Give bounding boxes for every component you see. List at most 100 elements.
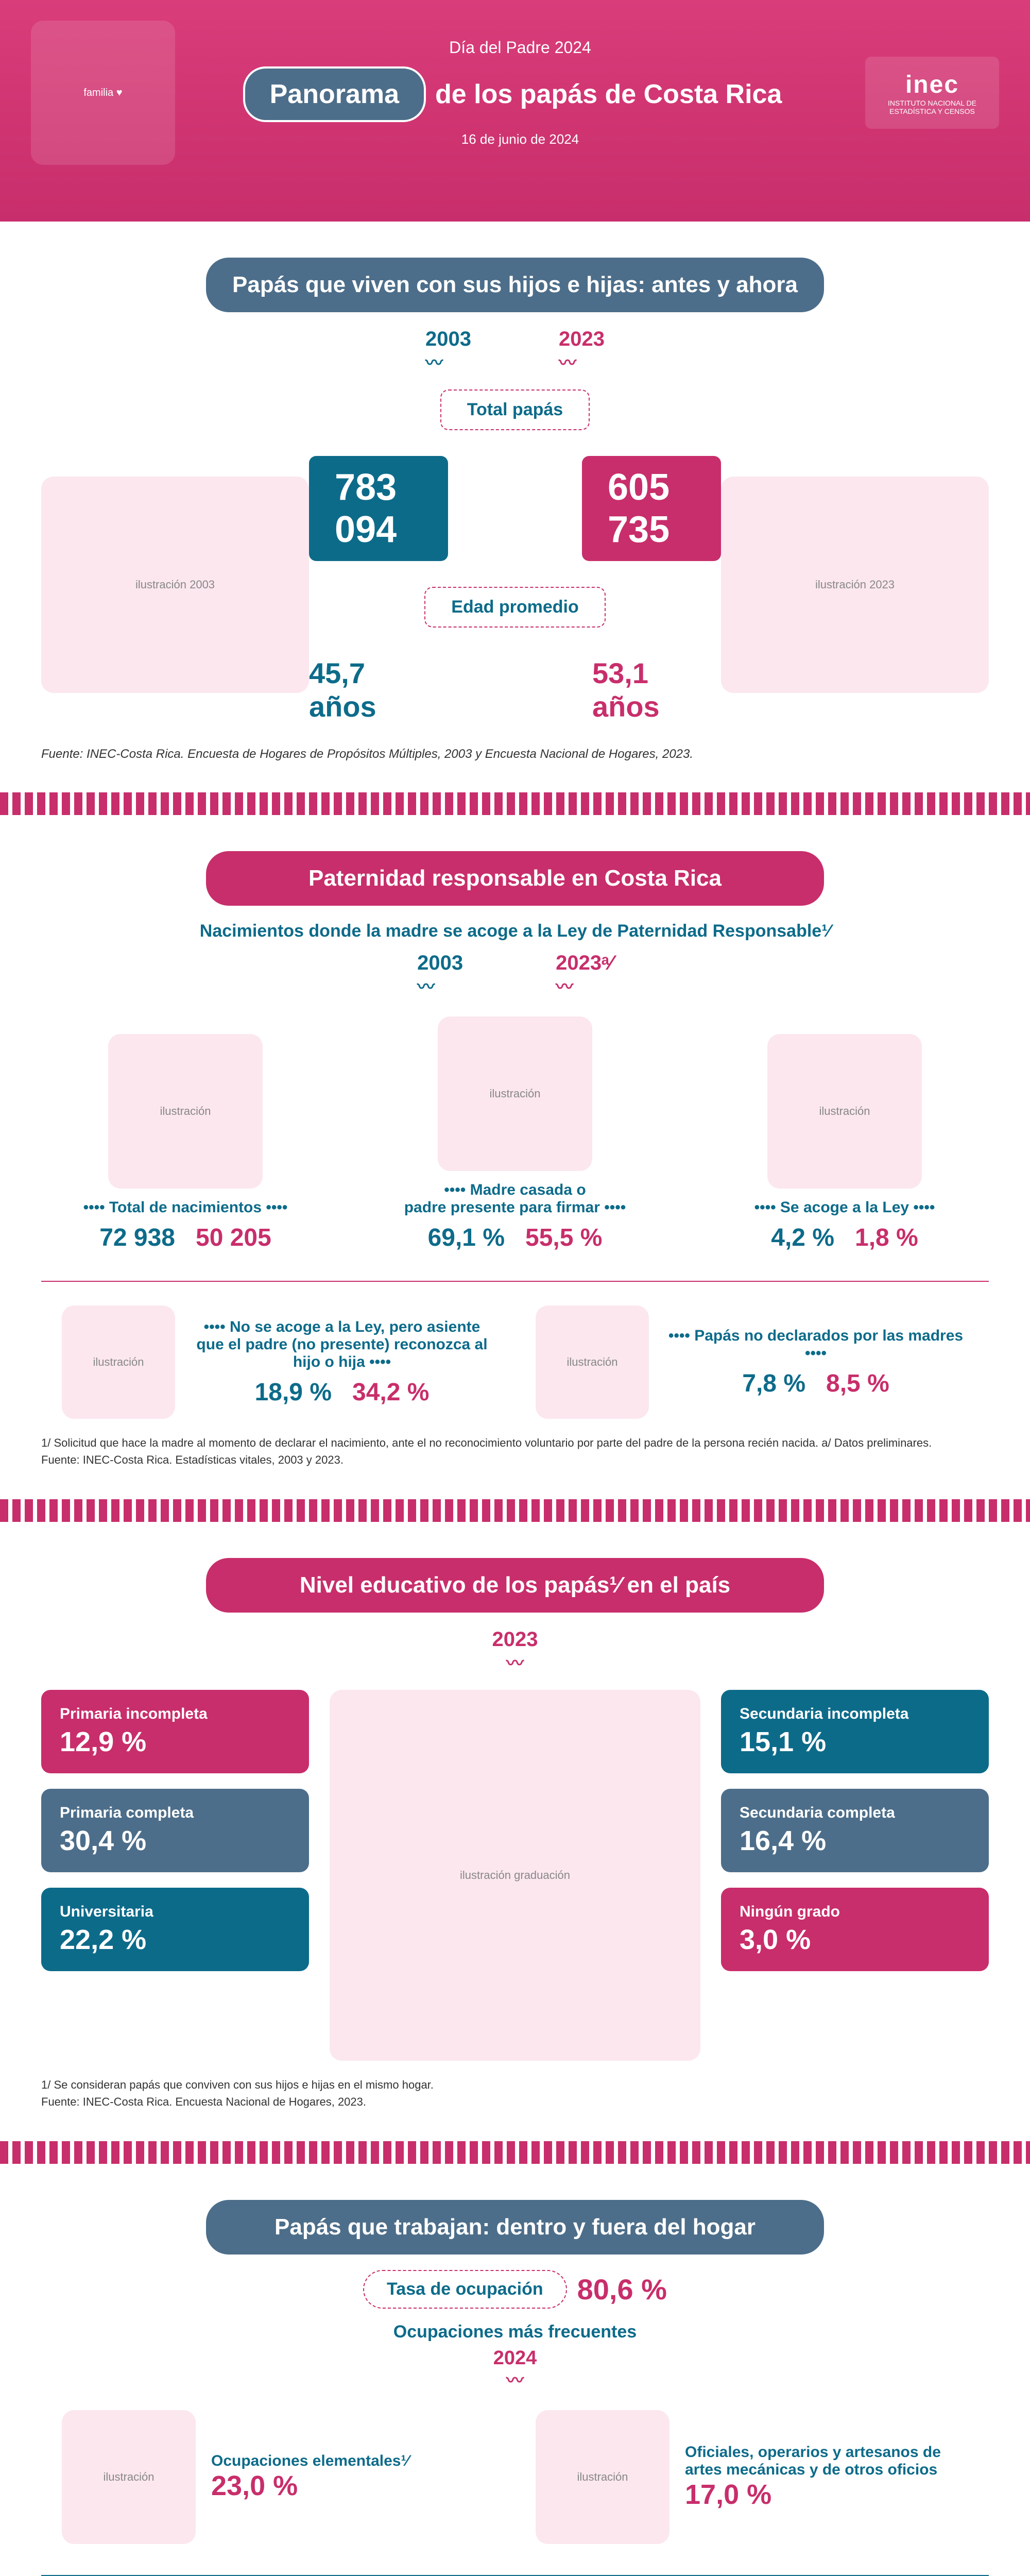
employment-rate-value: 80,6 % bbox=[577, 2273, 667, 2306]
occupation-label: Ocupaciones elementales¹⁄ bbox=[211, 2452, 409, 2470]
sec3-year: 2023 bbox=[492, 1628, 538, 1651]
divider bbox=[0, 1499, 1030, 1522]
header-date: 16 de junio de 2024 bbox=[175, 131, 865, 147]
sec4-year: 2024 bbox=[493, 2347, 537, 2369]
edu-value: 22,2 % bbox=[60, 1924, 290, 1956]
sec3-banner: Nivel educativo de los papás¹⁄ en el paí… bbox=[206, 1558, 824, 1613]
education-card: Universitaria 22,2 % bbox=[41, 1888, 309, 1971]
occupation-illustration: ilustración bbox=[62, 2410, 196, 2544]
sec2-val-new: 1,8 % bbox=[855, 1224, 918, 1252]
edu-value: 12,9 % bbox=[60, 1726, 290, 1758]
edu-label: Ningún grado bbox=[740, 1903, 970, 1921]
infographic: familia ♥ Día del Padre 2024 Panorama de… bbox=[0, 0, 1030, 2576]
edu-label: Secundaria completa bbox=[740, 1804, 970, 1822]
occupation-value: 17,0 % bbox=[685, 2479, 968, 2511]
age-2003: 45,7 años bbox=[309, 656, 438, 723]
mustache-icon: 〰 bbox=[417, 977, 435, 997]
avg-age-label: Edad promedio bbox=[424, 587, 605, 628]
dad-2023-illustration: ilustración 2023 bbox=[721, 477, 989, 693]
mustache-icon: 〰 bbox=[425, 353, 443, 373]
sec2-val-new: 55,5 % bbox=[525, 1224, 602, 1252]
sec2-illustration: ilustración bbox=[438, 1016, 592, 1171]
sec2-subtitle: Nacimientos donde la madre se acoge a la… bbox=[41, 921, 989, 941]
edu-value: 16,4 % bbox=[740, 1825, 970, 1857]
total-dads-label: Total papás bbox=[440, 389, 590, 430]
edu-value: 30,4 % bbox=[60, 1825, 290, 1857]
sec2-banner: Paternidad responsable en Costa Rica bbox=[206, 851, 824, 906]
logo-text: inec bbox=[905, 71, 959, 99]
header-pretitle: Día del Padre 2024 bbox=[175, 38, 865, 57]
sec2-illustration: ilustración bbox=[767, 1034, 922, 1189]
occupation-column: ilustración Oficiales, operarios y artes… bbox=[536, 2410, 968, 2544]
inec-logo: inec INSTITUTO NACIONAL DE ESTADÍSTICA Y… bbox=[865, 57, 999, 129]
graduation-illustration: ilustración graduación bbox=[330, 1690, 700, 2061]
education-card: Secundaria incompleta 15,1 % bbox=[721, 1690, 989, 1773]
sec2-bottom-column: ilustración •••• Papás no declarados por… bbox=[536, 1306, 968, 1419]
occupation-column: ilustración Ocupaciones elementales¹⁄ 23… bbox=[62, 2410, 494, 2544]
edu-label: Primaria incompleta bbox=[60, 1705, 290, 1723]
sec1-source: Fuente: INEC-Costa Rica. Encuesta de Hog… bbox=[41, 747, 989, 761]
logo-subtext: INSTITUTO NACIONAL DE ESTADÍSTICA Y CENS… bbox=[865, 99, 999, 115]
sec2-column: ilustración •••• Se acoge a la Ley •••• … bbox=[700, 1034, 989, 1252]
sec2-col-label: •••• Se acoge a la Ley •••• bbox=[700, 1199, 989, 1216]
total-2003: 783 094 bbox=[309, 456, 448, 561]
education-card: Ningún grado 3,0 % bbox=[721, 1888, 989, 1971]
sec2-bval-new: 8,5 % bbox=[826, 1369, 889, 1398]
sec1-banner: Papás que viven con sus hijos e hijas: a… bbox=[206, 258, 824, 312]
sec2-bottom-column: ilustración •••• No se acoge a la Ley, p… bbox=[62, 1306, 494, 1419]
mustache-icon: 〰 bbox=[556, 977, 573, 997]
mustache-icon: 〰 bbox=[506, 1654, 524, 1673]
header-family-illustration: familia ♥ bbox=[31, 21, 175, 165]
sec2-illustration: ilustración bbox=[536, 1306, 649, 1419]
sec2-illustration: ilustración bbox=[108, 1034, 263, 1189]
edu-label: Secundaria incompleta bbox=[740, 1705, 970, 1723]
occupation-label: Oficiales, operarios y artesanos de arte… bbox=[685, 2444, 968, 2479]
dad-2003-illustration: ilustración 2003 bbox=[41, 477, 309, 693]
edu-value: 15,1 % bbox=[740, 1726, 970, 1758]
edu-value: 3,0 % bbox=[740, 1924, 970, 1956]
sec2-val-old: 72 938 bbox=[99, 1224, 175, 1252]
edu-label: Primaria completa bbox=[60, 1804, 290, 1822]
title-rest: de los papás de Costa Rica bbox=[420, 69, 797, 120]
sec2-bval-new: 34,2 % bbox=[352, 1378, 429, 1406]
mustache-icon: 〰 bbox=[506, 2371, 524, 2391]
sec2-bval-old: 7,8 % bbox=[742, 1369, 805, 1398]
sec2-val-old: 4,2 % bbox=[771, 1224, 834, 1252]
occupation-illustration: ilustración bbox=[536, 2410, 670, 2544]
occupation-value: 23,0 % bbox=[211, 2470, 409, 2502]
sec1-year-old: 2003 bbox=[425, 328, 471, 350]
sec2-col-label: •••• Madre casada o padre presente para … bbox=[371, 1181, 659, 1216]
sec2-column: ilustración •••• Madre casada o padre pr… bbox=[371, 1016, 659, 1252]
sec3-footnote: 1/ Se consideran papás que conviven con … bbox=[41, 2076, 989, 2110]
sec2-val-new: 50 205 bbox=[196, 1224, 271, 1252]
sec2-bval-old: 18,9 % bbox=[255, 1378, 332, 1406]
section-work: Papás que trabajan: dentro y fuera del h… bbox=[0, 2164, 1030, 2576]
mustache-icon: 〰 bbox=[559, 353, 576, 373]
section-education: Nivel educativo de los papás¹⁄ en el paí… bbox=[0, 1522, 1030, 2141]
header: familia ♥ Día del Padre 2024 Panorama de… bbox=[0, 0, 1030, 222]
sec4-banner: Papás que trabajan: dentro y fuera del h… bbox=[206, 2200, 824, 2255]
sec2-year-old: 2003 bbox=[417, 952, 463, 974]
sec2-bottom-label: •••• No se acoge a la Ley, pero asiente … bbox=[190, 1318, 494, 1371]
sec2-val-old: 69,1 % bbox=[428, 1224, 505, 1252]
age-2023: 53,1 años bbox=[592, 656, 721, 723]
section-living-with-children: Papás que viven con sus hijos e hijas: a… bbox=[0, 222, 1030, 792]
sec4-subtitle: Ocupaciones más frecuentes bbox=[41, 2322, 989, 2342]
employment-rate-label: Tasa de ocupación bbox=[363, 2270, 567, 2309]
sec2-footnote: 1/ Solicitud que hace la madre al moment… bbox=[41, 1434, 989, 1468]
education-card: Primaria incompleta 12,9 % bbox=[41, 1690, 309, 1773]
sec2-bottom-label: •••• Papás no declarados por las madres … bbox=[663, 1327, 968, 1362]
total-2023: 605 735 bbox=[582, 456, 721, 561]
sec2-illustration: ilustración bbox=[62, 1306, 175, 1419]
sec2-column: ilustración •••• Total de nacimientos ••… bbox=[41, 1034, 330, 1252]
education-card: Primaria completa 30,4 % bbox=[41, 1789, 309, 1872]
education-card: Secundaria completa 16,4 % bbox=[721, 1789, 989, 1872]
sec1-year-new: 2023 bbox=[559, 328, 605, 350]
sec2-col-label: •••• Total de nacimientos •••• bbox=[41, 1199, 330, 1216]
sec2-year-new: 2023ᵃ⁄ bbox=[556, 952, 613, 974]
divider bbox=[0, 792, 1030, 815]
divider bbox=[0, 2141, 1030, 2164]
section-responsible-paternity: Paternidad responsable en Costa Rica Nac… bbox=[0, 815, 1030, 1499]
edu-label: Universitaria bbox=[60, 1903, 290, 1921]
title-pill: Panorama bbox=[243, 66, 426, 122]
